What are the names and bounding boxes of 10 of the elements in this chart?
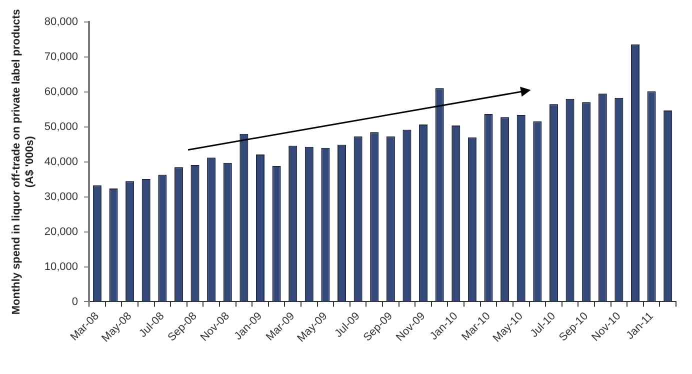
y-tick-label: 40,000: [44, 156, 78, 168]
y-tick-label: 20,000: [44, 226, 78, 238]
y-tick-label: 10,000: [44, 260, 78, 273]
y-tick-label: 60,000: [44, 86, 78, 98]
y-tick-label: 70,000: [44, 51, 78, 63]
y-tick-label: 50,000: [44, 120, 78, 133]
y-tick-label: 0: [72, 296, 78, 308]
y-axis-title: Monthly spend in liquor off-trade on private label products (A$ '000s): [10, 9, 36, 315]
y-tick-label: 80,000: [44, 16, 78, 28]
y-tick-label: 30,000: [44, 190, 78, 203]
